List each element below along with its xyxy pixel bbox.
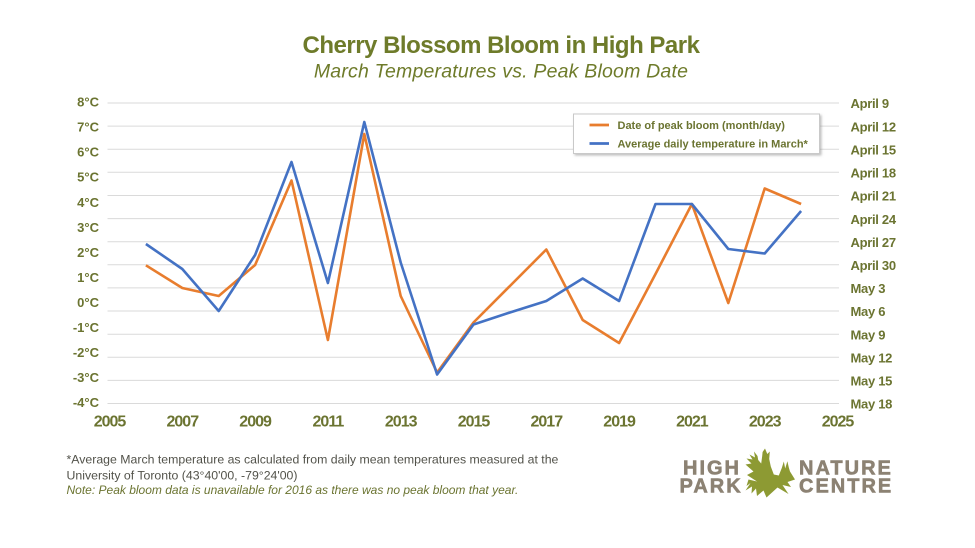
svg-text:May 6: May 6 <box>851 304 886 319</box>
svg-text:March Temperatures vs. Peak Bl: March Temperatures vs. Peak Bloom Date <box>314 61 688 83</box>
svg-text:May 15: May 15 <box>851 374 893 389</box>
svg-text:5°C: 5°C <box>77 170 99 185</box>
svg-text:2017: 2017 <box>531 414 564 431</box>
svg-text:7°C: 7°C <box>77 120 99 135</box>
svg-text:2015: 2015 <box>458 414 491 431</box>
svg-text:2019: 2019 <box>603 414 636 431</box>
svg-text:April 18: April 18 <box>851 166 896 181</box>
svg-text:PARK: PARK <box>680 476 743 498</box>
svg-text:2025: 2025 <box>822 414 855 431</box>
svg-text:April 12: April 12 <box>851 119 896 134</box>
svg-text:-2°C: -2°C <box>73 345 100 360</box>
svg-text:2013: 2013 <box>385 414 418 431</box>
svg-text:-1°C: -1°C <box>73 320 100 335</box>
svg-text:*Average March temperature as: *Average March temperature as calculated… <box>67 453 559 467</box>
svg-text:6°C: 6°C <box>77 145 99 160</box>
svg-text:May 12: May 12 <box>851 351 893 366</box>
svg-text:April 30: April 30 <box>851 258 896 273</box>
svg-text:NATURE: NATURE <box>799 458 893 480</box>
svg-text:CENTRE: CENTRE <box>799 476 893 498</box>
svg-text:HIGH: HIGH <box>683 458 741 480</box>
svg-text:2°C: 2°C <box>77 245 99 260</box>
svg-text:April 9: April 9 <box>851 96 889 111</box>
svg-text:2021: 2021 <box>676 414 709 431</box>
svg-text:Date of peak bloom (month/day): Date of peak bloom (month/day) <box>618 120 786 132</box>
svg-text:0°C: 0°C <box>77 295 99 310</box>
svg-text:-3°C: -3°C <box>73 370 100 385</box>
svg-text:Cherry Blossom Bloom in High P: Cherry Blossom Bloom in High Park <box>303 32 701 59</box>
svg-text:2009: 2009 <box>239 414 272 431</box>
svg-text:April 24: April 24 <box>851 212 897 227</box>
svg-text:2005: 2005 <box>94 414 127 431</box>
svg-text:May 3: May 3 <box>851 281 886 296</box>
svg-text:Note: Peak bloom data is unava: Note: Peak bloom data is unavailable for… <box>67 483 519 497</box>
svg-text:2011: 2011 <box>313 414 345 431</box>
svg-text:3°C: 3°C <box>77 220 99 235</box>
svg-text:2007: 2007 <box>167 414 200 431</box>
svg-text:May 9: May 9 <box>851 327 886 342</box>
svg-text:8°C: 8°C <box>77 95 99 110</box>
svg-text:4°C: 4°C <box>77 195 99 210</box>
svg-text:Average daily temperature in M: Average daily temperature in March* <box>618 138 809 150</box>
svg-text:April 15: April 15 <box>851 142 896 157</box>
svg-text:1°C: 1°C <box>77 270 99 285</box>
svg-text:May 18: May 18 <box>851 397 893 412</box>
svg-text:University of Toronto (43°40'0: University of Toronto (43°40'00, -79°24'… <box>67 468 298 482</box>
svg-text:-4°C: -4°C <box>73 395 100 410</box>
svg-text:April 27: April 27 <box>851 235 896 250</box>
svg-text:2023: 2023 <box>749 414 782 431</box>
svg-text:April 21: April 21 <box>851 189 896 204</box>
